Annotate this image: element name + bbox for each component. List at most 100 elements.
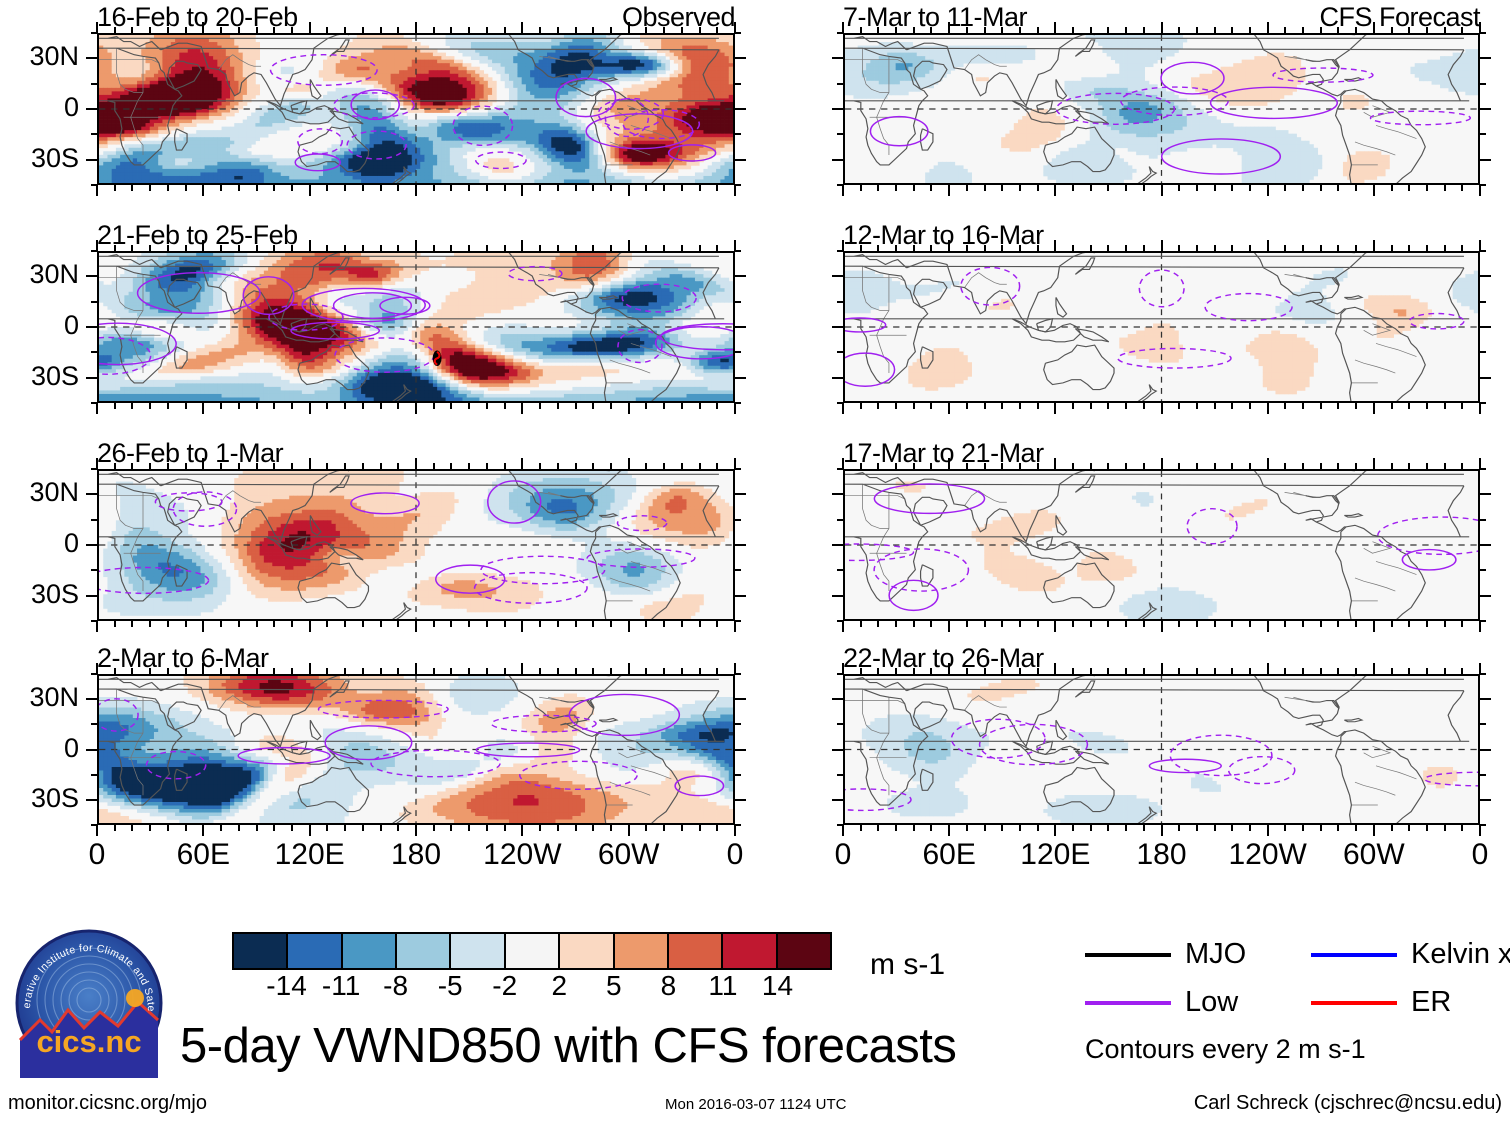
- x-tick: [877, 185, 880, 191]
- x-tick: [859, 27, 862, 33]
- x-tick: [397, 668, 400, 674]
- x-tick: [1425, 621, 1428, 627]
- x-tick: [895, 185, 898, 191]
- colorbar-tick-2: 2: [551, 970, 567, 1002]
- x-tick: [948, 185, 951, 196]
- x-tick: [1107, 621, 1110, 627]
- x-tick: [237, 27, 240, 33]
- x-tick: [539, 245, 542, 251]
- x-tick: [912, 825, 915, 831]
- x-tick: [113, 825, 116, 831]
- x-tick: [397, 463, 400, 469]
- map-panel-obs-3: .cst{fill:none;stroke:#555;stroke-width:…: [97, 469, 735, 621]
- y-axis-label-30n-row2: 30N: [0, 259, 79, 290]
- x-tick: [1195, 27, 1198, 33]
- x-tick: [255, 668, 258, 674]
- y-tick: [735, 300, 741, 303]
- panel-title-obs-2: 21-Feb to 25-Feb: [97, 220, 298, 251]
- x-tick: [1355, 185, 1358, 191]
- x-tick: [1248, 668, 1251, 674]
- x-tick: [1213, 668, 1216, 674]
- x-tick: [1195, 185, 1198, 191]
- x-tick: [1372, 621, 1375, 632]
- y-tick: [837, 773, 843, 776]
- x-tick: [255, 185, 258, 191]
- x-tick: [1443, 245, 1446, 251]
- x-tick: [842, 403, 844, 414]
- x-tick: [1178, 403, 1181, 409]
- x-tick: [326, 825, 329, 831]
- x-tick: [1107, 825, 1110, 831]
- x-tick: [1178, 463, 1181, 469]
- x-tick: [1390, 463, 1393, 469]
- x-tick: [468, 621, 471, 627]
- x-tick: [734, 663, 736, 674]
- x-tick: [1089, 185, 1092, 191]
- x-tick: [1266, 621, 1269, 632]
- x-tick: [344, 245, 347, 251]
- x-tick: [1001, 403, 1004, 409]
- y-tick: [832, 57, 843, 60]
- colorbar-tick-labels: -14 -11 -8 -5 -2 2 5 8 11 14: [232, 970, 832, 1004]
- x-tick: [965, 825, 968, 831]
- x-tick: [574, 403, 577, 409]
- footer-left[interactable]: monitor.cicsnc.org/mjo: [8, 1092, 207, 1115]
- x-tick: [113, 185, 116, 191]
- x-tick: [149, 825, 152, 831]
- y-tick: [86, 57, 97, 60]
- x-tick: [96, 825, 98, 836]
- x-tick: [1107, 245, 1110, 251]
- x-tick: [1355, 621, 1358, 627]
- x-tick: [556, 245, 559, 251]
- x-tick: [1479, 22, 1481, 33]
- y-tick: [735, 158, 746, 161]
- x-tick: [255, 825, 258, 831]
- x-tick: [1390, 27, 1393, 33]
- x-tick: [983, 403, 986, 409]
- x-tick: [1372, 185, 1375, 196]
- x-tick: [361, 27, 364, 33]
- x-tick: [609, 825, 612, 831]
- y-tick: [735, 493, 746, 496]
- x-axis-label-right-5: 60W: [1304, 838, 1444, 872]
- colorbar-cells: [232, 932, 832, 970]
- footer-center-timestamp: Mon 2016-03-07 1124 UTC: [665, 1096, 847, 1113]
- y-tick: [1480, 698, 1491, 701]
- x-tick: [202, 458, 205, 469]
- x-tick: [627, 403, 630, 414]
- x-tick: [273, 668, 276, 674]
- x-tick: [556, 825, 559, 831]
- x-tick: [485, 825, 488, 831]
- x-tick: [948, 22, 951, 33]
- y-tick: [837, 620, 843, 622]
- x-tick: [290, 185, 293, 191]
- x-tick: [1355, 668, 1358, 674]
- x-tick: [379, 621, 382, 627]
- colorbar-cell-9: [721, 934, 776, 968]
- x-tick: [1036, 668, 1039, 674]
- x-tick: [859, 621, 862, 627]
- y-tick: [1480, 824, 1486, 826]
- x-tick: [131, 245, 134, 251]
- x-tick: [166, 403, 169, 409]
- x-tick: [1479, 403, 1481, 414]
- y-tick: [91, 773, 97, 776]
- x-tick: [1213, 27, 1216, 33]
- y-tick: [735, 798, 746, 801]
- x-tick: [645, 245, 648, 251]
- x-tick: [1231, 463, 1234, 469]
- x-tick: [1160, 458, 1163, 469]
- x-tick: [96, 663, 98, 674]
- y-tick: [1480, 133, 1486, 136]
- colorbar-tick-neg8: -8: [383, 970, 408, 1002]
- x-tick: [663, 825, 666, 831]
- x-tick: [432, 668, 435, 674]
- map-panel-fcst-3: .cst{fill:none;stroke:#555;stroke-width:…: [843, 469, 1480, 621]
- x-tick: [1355, 825, 1358, 831]
- x-tick: [308, 663, 311, 674]
- x-tick: [1266, 240, 1269, 251]
- x-tick: [1266, 825, 1269, 836]
- x-tick: [698, 185, 701, 191]
- x-tick: [1302, 245, 1305, 251]
- x-tick: [166, 621, 169, 627]
